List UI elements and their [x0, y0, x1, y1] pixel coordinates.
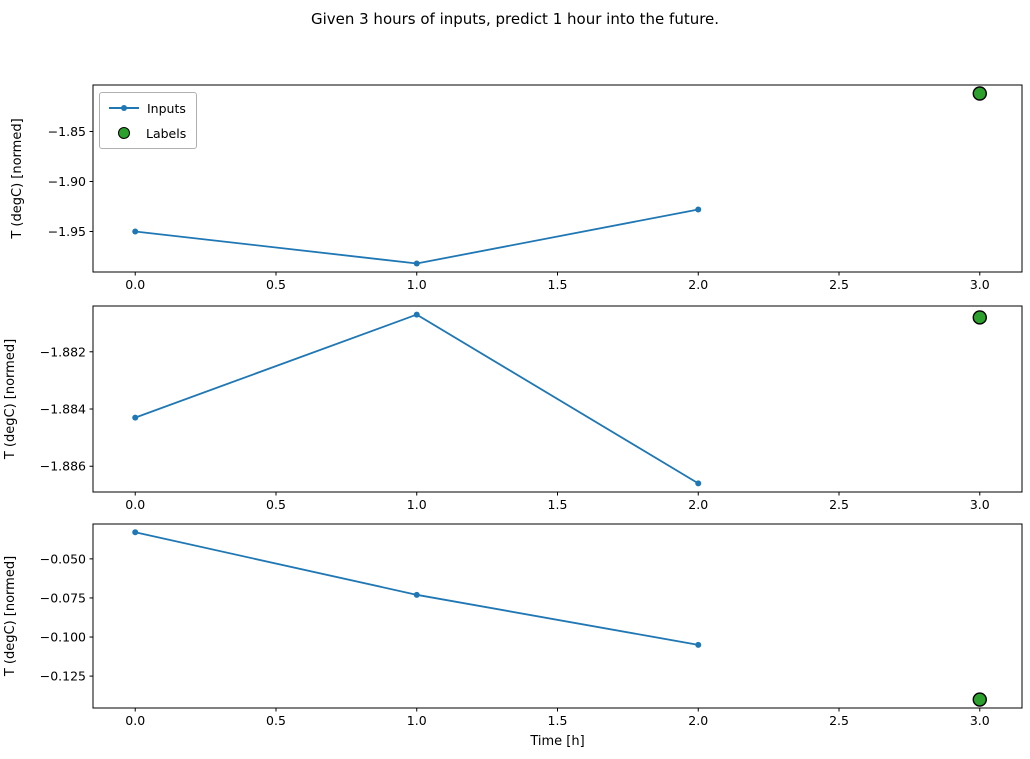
- x-axis-label: Time [h]: [529, 734, 584, 749]
- x-tick-label: 1.5: [548, 277, 568, 292]
- y-tick-label: −0.100: [40, 630, 86, 645]
- x-tick-label: 3.0: [970, 497, 990, 512]
- inputs-marker: [695, 641, 702, 648]
- inputs-marker: [413, 591, 420, 598]
- x-tick-label: 1.5: [548, 713, 568, 728]
- subplot-1: 0.0 0.5 1.0 1.5 2.0 2.5 3.0 −1.85 −1.90 −1.95 T (d…: [10, 84, 1023, 292]
- inputs-marker: [132, 228, 139, 235]
- y-tick-label: −0.050: [40, 551, 86, 566]
- inputs-marker: [132, 529, 139, 536]
- y-tick-label: −1.85: [48, 124, 86, 139]
- x-tick-label: 2.0: [688, 713, 708, 728]
- x-tick-label: 0.5: [266, 277, 286, 292]
- x-tick-label: 2.0: [688, 497, 708, 512]
- inputs-line: [134, 313, 699, 485]
- inputs-line: [135, 208, 699, 265]
- x-tick-label: 0.0: [125, 713, 145, 728]
- x-tick-label: 2.5: [829, 277, 849, 292]
- y-tick-label: −1.882: [40, 344, 86, 359]
- labels-point: [972, 310, 987, 325]
- legend-item-labels: Labels: [109, 123, 186, 143]
- labels-dot-icon: [118, 127, 130, 139]
- x-tick-label: 0.5: [266, 713, 286, 728]
- inputs-marker: [132, 414, 139, 421]
- legend-label-inputs: Inputs: [147, 100, 186, 116]
- y-tick-label: −1.90: [48, 174, 86, 189]
- x-tick-label: 2.5: [829, 497, 849, 512]
- x-tick-label: 2.5: [829, 713, 849, 728]
- legend-item-inputs: Inputs: [109, 98, 186, 118]
- y-tick-label: −0.075: [40, 590, 86, 605]
- inputs-marker: [695, 206, 702, 213]
- x-tick-label: 0.0: [125, 497, 145, 512]
- inputs-dot-icon: [121, 105, 127, 111]
- inputs-marker: [695, 480, 702, 487]
- x-tick-label: 1.0: [407, 277, 427, 292]
- y-tick-label: −1.886: [40, 459, 86, 474]
- labels-point: [972, 86, 987, 101]
- y-axis-label: T (degC) [normed]: [3, 339, 18, 460]
- subplot-2: 0.0 0.5 1.0 1.5 2.0 2.5 3.0 −1.882 −1.884 −1.886 T…: [3, 305, 1023, 512]
- x-tick-label: 3.0: [970, 277, 990, 292]
- inputs-line: [135, 531, 699, 646]
- x-tick-label: 3.0: [970, 713, 990, 728]
- plot-border: [92, 84, 1023, 273]
- y-tick-label: −1.95: [48, 224, 86, 239]
- x-tick-label: 0.0: [125, 277, 145, 292]
- labels-point: [972, 692, 987, 707]
- y-tick-label: −1.884: [40, 402, 86, 417]
- x-tick-label: 1.0: [407, 713, 427, 728]
- y-axis-label: T (degC) [normed]: [3, 556, 18, 677]
- figure-title: Given 3 hours of inputs, predict 1 hour …: [310, 10, 720, 28]
- inputs-line-icon: [109, 105, 139, 111]
- subplot-3: 0.0 0.5 1.0 1.5 2.0 2.5 3.0 −0.050 −0.075 −0.100 −…: [3, 523, 1023, 749]
- y-axis-label: T (degC) [normed]: [10, 118, 25, 239]
- x-tick-label: 0.5: [266, 497, 286, 512]
- legend-label-labels: Labels: [146, 125, 187, 141]
- legend: Inputs Labels: [99, 92, 198, 149]
- y-tick-label: −0.125: [40, 669, 86, 684]
- inputs-marker: [413, 260, 420, 267]
- x-tick-label: 1.5: [548, 497, 568, 512]
- x-tick-label: 2.0: [688, 277, 708, 292]
- plot-border: [92, 523, 1023, 709]
- x-tick-label: 1.0: [407, 497, 427, 512]
- inputs-marker: [413, 311, 420, 318]
